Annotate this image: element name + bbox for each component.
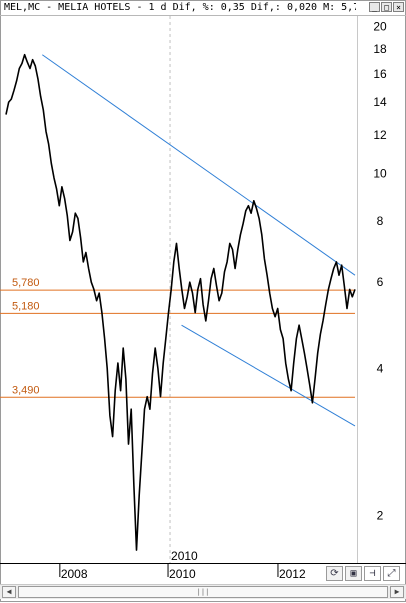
- y-tick-label: 14: [373, 95, 387, 109]
- y-tick-label: 2: [377, 509, 384, 523]
- y-tick-label: 4: [377, 361, 384, 375]
- y-tick-label: 12: [373, 128, 387, 142]
- price-series-line: [5, 53, 356, 551]
- trend-line-upper: [42, 54, 356, 276]
- reference-label: 5,180: [12, 300, 40, 312]
- trend-line-lower: [181, 324, 356, 427]
- y-tick-label: 10: [373, 167, 387, 181]
- refresh-icon[interactable]: ⟳: [326, 566, 343, 581]
- y-tick-label: 8: [377, 214, 384, 228]
- crosshair-date-label: 2010: [171, 549, 198, 563]
- chart-title: MEL,MC - MELIA HOTELS - 1 d Dif, %: 0,35…: [4, 2, 356, 13]
- save-icon[interactable]: ▣: [345, 566, 362, 581]
- minimize-button[interactable]: _: [369, 2, 380, 12]
- y-tick-label: 18: [373, 42, 387, 56]
- y-tick-label: 6: [377, 275, 384, 289]
- x-tick-label: 2010: [169, 567, 196, 581]
- chart-toolbar: ⟳ ▣ ⊣ ⤢: [326, 566, 404, 582]
- window-controls: _ □ ×: [369, 2, 404, 12]
- y-tick-label: 20: [373, 19, 387, 33]
- reference-label: 5,780: [12, 277, 40, 289]
- horizontal-scrollbar[interactable]: ◀ ||| ▶: [0, 584, 406, 599]
- x-tick-label: 2012: [279, 567, 306, 581]
- scroll-right-button[interactable]: ▶: [390, 586, 404, 598]
- reference-label: 3,490: [12, 384, 40, 396]
- maximize-button[interactable]: □: [381, 2, 392, 12]
- scroll-thumb[interactable]: |||: [18, 586, 388, 598]
- close-button[interactable]: ×: [393, 2, 404, 12]
- x-tick-label: 2008: [61, 567, 88, 581]
- y-tick-label: 16: [373, 67, 387, 81]
- expand-icon[interactable]: ⤢: [383, 566, 400, 581]
- pin-icon[interactable]: ⊣: [364, 566, 381, 581]
- scroll-left-button[interactable]: ◀: [2, 586, 16, 598]
